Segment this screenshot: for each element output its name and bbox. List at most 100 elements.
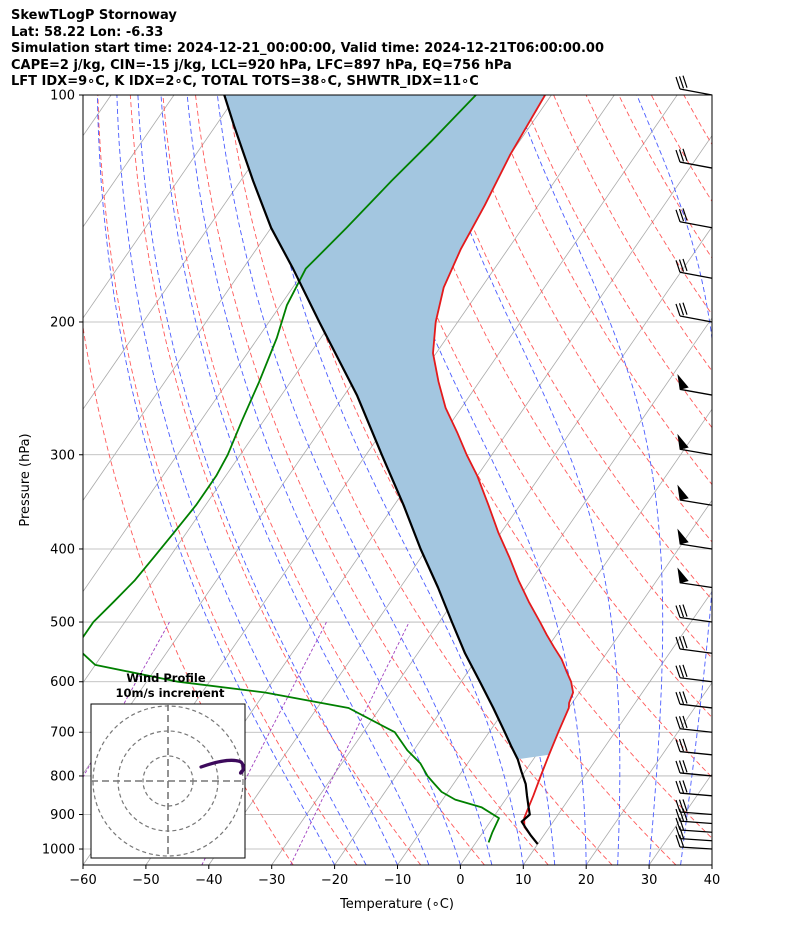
title-block: SkewTLogP Stornoway Lat: 58.22 Lon: -6.3… xyxy=(11,8,791,91)
wind-barb xyxy=(675,208,713,229)
wind-barbs xyxy=(675,75,713,850)
moist-adiabat xyxy=(711,862,712,865)
wind-barb xyxy=(675,635,713,654)
mixing-ratio-line xyxy=(201,621,327,865)
isotherm xyxy=(585,681,712,865)
isotherm xyxy=(83,95,238,319)
wind-barb xyxy=(675,664,713,683)
wind-barb xyxy=(675,799,713,816)
dry-adiabat xyxy=(162,95,485,865)
y-tick-label: 200 xyxy=(50,315,75,330)
isotherm xyxy=(334,317,712,865)
x-tick-label: −40 xyxy=(195,873,222,888)
cape-area xyxy=(224,95,574,760)
dry-adiabat xyxy=(650,95,712,203)
y-tick-label: 100 xyxy=(50,89,75,104)
x-tick-label: −50 xyxy=(132,873,159,888)
wind-barb xyxy=(675,738,713,756)
dry-adiabat xyxy=(585,95,712,316)
x-tick-label: −30 xyxy=(258,873,285,888)
inset-content xyxy=(91,704,245,858)
wind-barb xyxy=(675,691,713,709)
dry-adiabat xyxy=(195,95,549,865)
isotherm xyxy=(711,864,712,865)
parcel-line xyxy=(223,95,539,845)
y-tick-label: 300 xyxy=(50,448,75,463)
x-tick-label: 30 xyxy=(641,873,658,888)
wind-barb xyxy=(675,834,713,850)
time-line: Simulation start time: 2024-12-21_00:00:… xyxy=(11,41,604,56)
y-tick-label: 600 xyxy=(50,675,75,690)
inset-subtitle: 10m/s increment xyxy=(116,686,225,700)
dry-adiabat xyxy=(83,324,294,865)
wind-barb xyxy=(675,75,713,96)
dry-adiabat xyxy=(97,95,358,865)
wind-barb xyxy=(675,826,713,842)
isotherm xyxy=(648,773,712,865)
y-tick-label: 900 xyxy=(50,808,75,823)
y-axis: 1000 900 800 700 600 500 400 300 200 100 xyxy=(42,89,83,858)
y-tick-label: 1000 xyxy=(42,843,75,858)
wind-barb xyxy=(675,760,713,777)
profile-lines xyxy=(83,95,574,845)
dry-adiabat xyxy=(129,95,422,865)
x-axis-title: Temperature (∘C) xyxy=(339,897,454,912)
y-axis-title: Pressure (hPa) xyxy=(18,433,33,526)
cape-line: CAPE=2 j/kg, CIN=-15 j/kg, LCL=920 hPa, … xyxy=(11,57,512,73)
wind-barb xyxy=(675,148,713,169)
y-tick-label: 500 xyxy=(50,616,75,631)
y-tick-label: 800 xyxy=(50,769,75,784)
mixing-ratio-line xyxy=(290,621,410,865)
dry-adiabat xyxy=(390,95,712,659)
wind-barb xyxy=(675,780,713,797)
location-line: Lat: 58.22 Lon: -6.33 xyxy=(11,24,164,40)
wind-profile-inset: Wind Profile 10m/s increment xyxy=(90,671,246,859)
x-tick-label: 10 xyxy=(515,873,532,888)
wind-barb xyxy=(677,567,713,589)
wind-barb xyxy=(675,302,713,323)
dry-adiabat xyxy=(488,95,712,486)
moist-adiabat xyxy=(137,95,398,865)
moist-adiabat xyxy=(636,95,712,865)
moist-adiabat xyxy=(116,95,367,865)
y-tick-label: 400 xyxy=(50,542,75,557)
temperature-line xyxy=(432,95,574,845)
hodograph-trace xyxy=(199,758,245,775)
index-line: LFT IDX=9∘C, K IDX=2∘C, TOTAL TOTS=38∘C,… xyxy=(11,74,479,89)
x-axis: −60 −50 −40 −30 −20 −10 0 10 20 30 40 xyxy=(69,865,720,888)
moist-adiabat xyxy=(160,95,430,865)
wind-barb xyxy=(677,433,713,456)
wind-barb xyxy=(677,528,713,550)
x-tick-label: 40 xyxy=(704,873,721,888)
dry-adiabat xyxy=(325,95,712,778)
dry-adiabat xyxy=(455,95,712,543)
wind-barb xyxy=(675,808,713,825)
moist-adiabat xyxy=(216,95,493,865)
isotherm xyxy=(775,95,794,865)
dry-adiabat xyxy=(618,95,712,259)
dry-adiabat xyxy=(782,95,794,865)
isotherm xyxy=(83,95,301,410)
x-tick-label: −60 xyxy=(69,873,96,888)
dewpoint-line xyxy=(83,95,500,843)
wind-barb xyxy=(677,373,713,396)
dry-adiabat xyxy=(553,95,712,372)
moist-adiabat xyxy=(252,95,524,865)
dry-adiabat xyxy=(520,95,712,429)
dry-adiabat xyxy=(227,95,613,865)
moist-adiabat xyxy=(186,95,461,865)
dry-adiabat xyxy=(749,95,794,865)
wind-barb xyxy=(675,258,713,279)
wind-barb xyxy=(675,715,713,733)
x-tick-label: 20 xyxy=(578,873,595,888)
moist-adiabat xyxy=(351,95,587,865)
x-tick-label: −10 xyxy=(384,873,411,888)
dry-adiabat xyxy=(357,95,712,719)
x-tick-label: 0 xyxy=(456,873,464,888)
inset-title: Wind Profile xyxy=(126,671,206,685)
dry-adiabat xyxy=(683,95,712,146)
x-tick-label: −20 xyxy=(321,873,348,888)
y-tick-label: 700 xyxy=(50,726,75,741)
isotherm xyxy=(522,590,712,865)
